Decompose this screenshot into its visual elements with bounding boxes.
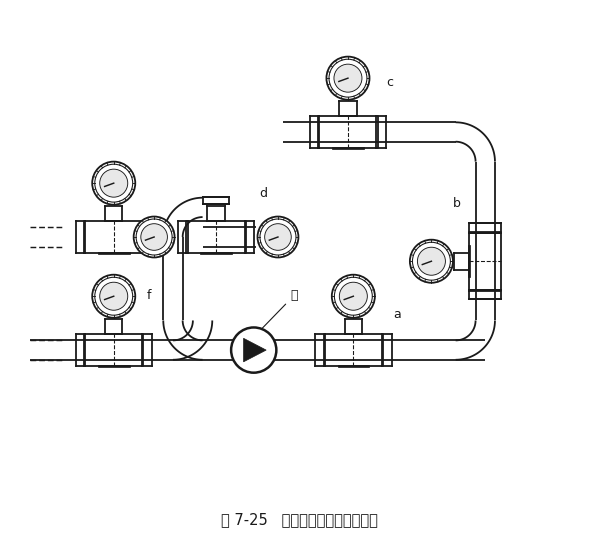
Text: f: f: [147, 289, 152, 302]
Text: c: c: [387, 76, 394, 89]
Circle shape: [134, 217, 174, 257]
Text: e: e: [111, 160, 119, 172]
Circle shape: [100, 169, 128, 197]
Circle shape: [100, 282, 128, 310]
Circle shape: [141, 224, 167, 250]
Text: d: d: [259, 187, 267, 200]
Circle shape: [418, 247, 446, 275]
Circle shape: [92, 275, 135, 318]
Circle shape: [92, 162, 135, 205]
Circle shape: [326, 57, 370, 100]
Text: 图 7-25   电磁流量传感器安装位置: 图 7-25 电磁流量传感器安装位置: [221, 512, 378, 527]
Circle shape: [410, 240, 453, 283]
Text: a: a: [394, 308, 401, 321]
Circle shape: [334, 64, 362, 92]
Circle shape: [265, 224, 291, 250]
Text: b: b: [453, 197, 461, 211]
Circle shape: [332, 275, 375, 318]
Circle shape: [258, 217, 298, 257]
Circle shape: [231, 327, 276, 373]
Polygon shape: [244, 338, 266, 362]
Text: 泵: 泵: [258, 289, 298, 332]
Circle shape: [340, 282, 367, 310]
